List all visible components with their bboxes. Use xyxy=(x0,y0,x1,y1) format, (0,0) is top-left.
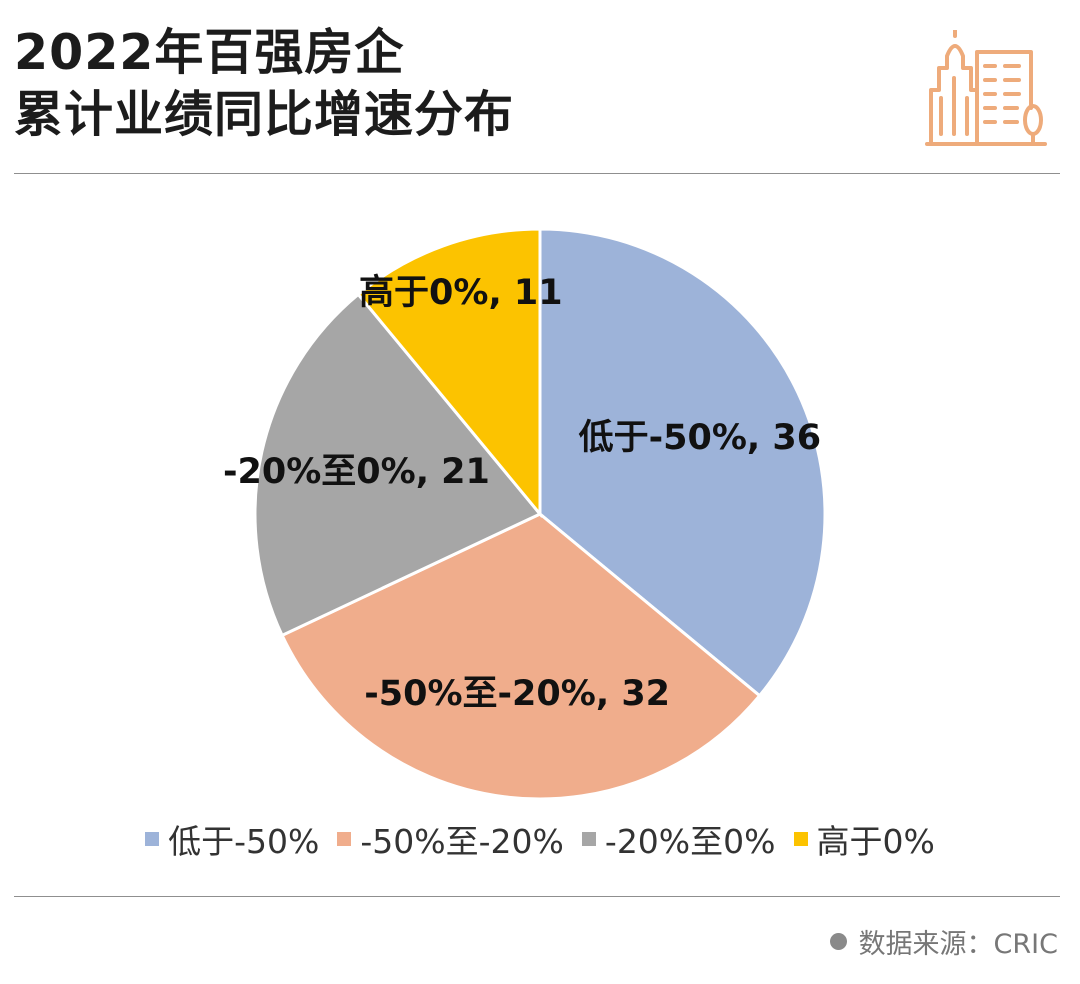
legend-item-above-0: 高于0% xyxy=(793,815,935,863)
legend-label: 低于-50% xyxy=(168,822,320,861)
legend-item-below-minus-50: 低于-50% xyxy=(145,815,319,863)
pie-data-labels: 低于-50%, 36 -50%至-20%, 32 -20%至0%, 21 高于0… xyxy=(223,273,821,714)
legend-item-minus-20-to-0: -20%至0% xyxy=(581,815,776,863)
slice-minus-20-to-0 xyxy=(253,292,543,638)
chart-legend: 低于-50% -50%至-20% -20%至0% 高于0% xyxy=(0,815,1080,863)
data-label-minus-50-to-minus-20: -50%至-20%, 32 xyxy=(364,674,670,714)
legend-item-minus-50-to-minus-20: -50%至-20% xyxy=(337,815,564,863)
legend-swatch xyxy=(145,832,160,846)
legend-swatch xyxy=(337,832,352,846)
legend-label: -20%至0% xyxy=(604,822,776,861)
slice-below-minus-50 xyxy=(538,227,827,698)
title-line-2: 累计业绩同比增速分布 xyxy=(14,86,515,143)
legend-label: -50%至-20% xyxy=(360,822,564,861)
data-label-above-0: 高于0%, 11 xyxy=(359,273,563,313)
pie-chart: 低于-50%, 36 -50%至-20%, 32 -20%至0%, 21 高于0… xyxy=(223,227,827,800)
data-label-minus-20-to-0: -20%至0%, 21 xyxy=(223,452,490,492)
data-source: 数据来源：CRIC xyxy=(829,922,1058,961)
slice-above-0 xyxy=(356,227,542,519)
legend-label: 高于0% xyxy=(816,822,935,861)
legend-swatch xyxy=(793,832,808,846)
chart-title: 2022年百强房企 累计业绩同比增速分布 xyxy=(14,22,514,146)
title-line-1: 2022年百强房企 xyxy=(14,24,405,81)
building-icon xyxy=(925,30,1047,146)
legend-swatch xyxy=(581,832,596,846)
bullet-dot-icon xyxy=(829,933,847,950)
top-divider xyxy=(14,173,1060,174)
data-label-below-minus-50: 低于-50%, 36 xyxy=(579,418,822,458)
slice-minus-50-to-minus-20 xyxy=(280,512,762,800)
pie-slices xyxy=(253,227,827,800)
bottom-divider xyxy=(14,896,1060,897)
source-text: 数据来源：CRIC xyxy=(858,929,1058,960)
